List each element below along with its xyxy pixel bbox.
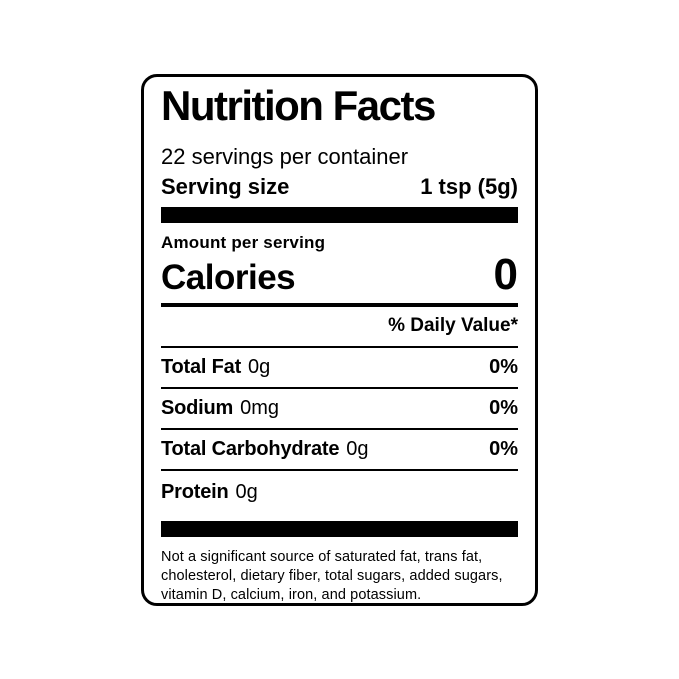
nutrient-name-amount: Protein 0g [161, 481, 258, 504]
medium-divider [161, 303, 518, 307]
nutrient-name: Total Carbohydrate [161, 438, 340, 460]
nutrition-facts-label: Nutrition Facts 22 servings per containe… [141, 74, 538, 606]
serving-size-row: Serving size 1 tsp (5g) [161, 174, 518, 200]
nutrient-row-total-fat: Total Fat 0g 0% [161, 348, 518, 389]
nutrient-amount: 0g [235, 481, 258, 503]
amount-per-serving-label: Amount per serving [161, 233, 326, 252]
nutrient-dv: 0% [489, 397, 518, 419]
nutrient-name-amount: Total Carbohydrate 0g [161, 438, 369, 461]
nutrient-amount: 0g [248, 356, 271, 378]
nutrient-name-amount: Sodium 0mg [161, 397, 279, 420]
serving-size-label: Serving size [161, 174, 290, 199]
nutrient-row-protein: Protein 0g [161, 471, 518, 516]
nutrient-name: Total Fat [161, 356, 242, 378]
calories-row: Calories 0 [161, 253, 518, 298]
servings-per-container: 22 servings per container [161, 144, 409, 169]
calories-value: 0 [493, 250, 518, 299]
nutrient-row-sodium: Sodium 0mg 0% [161, 389, 518, 430]
thick-divider-bottom [161, 521, 518, 537]
calories-label: Calories [161, 258, 296, 297]
nutrient-name-amount: Total Fat 0g [161, 356, 270, 379]
daily-value-header: % Daily Value* [161, 307, 518, 348]
nutrient-name: Protein [161, 481, 229, 503]
serving-size-value: 1 tsp (5g) [420, 174, 518, 199]
nutrient-dv: 0% [489, 438, 518, 460]
thick-divider-top [161, 207, 518, 223]
nutrient-amount: 0g [346, 438, 369, 460]
nutrient-dv: 0% [489, 356, 518, 378]
label-title: Nutrition Facts [161, 82, 436, 129]
footnote-text: Not a significant source of saturated fa… [161, 549, 503, 603]
nutrient-row-total-carbohydrate: Total Carbohydrate 0g 0% [161, 430, 518, 471]
nutrient-amount: 0mg [240, 397, 280, 419]
nutrient-name: Sodium [161, 397, 234, 419]
